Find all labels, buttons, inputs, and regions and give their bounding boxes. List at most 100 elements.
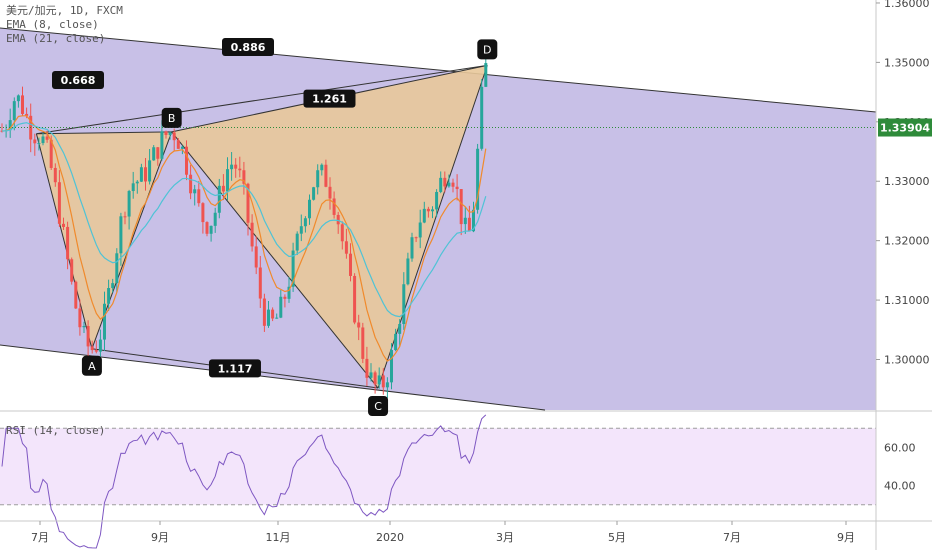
candle-body xyxy=(107,288,111,304)
candle-body xyxy=(164,131,168,135)
last-price-tag xyxy=(878,118,932,137)
candle-body xyxy=(230,164,234,170)
time-tick-label: 9月 xyxy=(837,531,855,544)
candle-body xyxy=(8,120,12,131)
candle-body xyxy=(66,226,70,260)
point-c-label: C xyxy=(374,400,382,413)
candle-body xyxy=(291,250,295,287)
candle-body xyxy=(262,298,266,326)
point-a-label: A xyxy=(88,360,96,373)
header-legend: 美元/加元, 1D, FXCM EMA (8, close) EMA (21, … xyxy=(6,4,123,46)
candle-body xyxy=(238,168,242,171)
symbol-title: 美元/加元, 1D, FXCM xyxy=(6,4,123,17)
candle-body xyxy=(25,113,29,116)
candle-body xyxy=(385,382,389,388)
time-tick-label: 9月 xyxy=(151,531,169,544)
candle-body xyxy=(103,303,106,340)
candle-body xyxy=(295,233,299,251)
ratio-label: 0.668 xyxy=(61,74,96,87)
candle-body xyxy=(49,139,53,168)
candle-body xyxy=(213,212,217,226)
ema21-legend: EMA (21, close) xyxy=(6,32,106,45)
candle-body xyxy=(180,146,184,149)
candle-body xyxy=(86,326,90,347)
time-tick-label: 7月 xyxy=(31,531,49,544)
candle-body xyxy=(160,131,164,159)
candle-body xyxy=(197,189,201,204)
ratio-label: 1.261 xyxy=(312,93,347,106)
candle-body xyxy=(484,63,488,87)
candle-body xyxy=(353,275,357,323)
ratio-badge xyxy=(303,89,356,108)
candle-body xyxy=(426,208,430,212)
point-a-label-bg xyxy=(81,355,102,376)
candle-body xyxy=(373,372,377,385)
price-pane xyxy=(0,27,877,411)
point-d-label-bg xyxy=(477,39,498,60)
point-d-label: D xyxy=(483,43,491,56)
candle-body xyxy=(344,241,348,254)
candle-body xyxy=(381,375,385,388)
point-b-label: B xyxy=(168,112,176,125)
candle-body xyxy=(127,191,131,217)
candle-body xyxy=(98,339,102,352)
candle-body xyxy=(168,132,172,135)
rsi-tick-label: 40.00 xyxy=(884,480,916,493)
candle-body xyxy=(336,214,340,225)
candle-body xyxy=(303,218,307,227)
candle-body xyxy=(139,167,143,182)
candle-body xyxy=(476,148,480,210)
price-tick-label: 1.30000 xyxy=(884,353,930,366)
candle-body xyxy=(205,222,209,234)
candle-body xyxy=(443,177,447,187)
candle-body xyxy=(369,372,373,378)
price-tick-label: 1.31000 xyxy=(884,294,930,307)
candle-body xyxy=(78,308,82,328)
time-tick-label: 5月 xyxy=(608,531,626,544)
price-tick-label: 1.35000 xyxy=(884,56,930,69)
candle-body xyxy=(148,160,152,182)
ema8-line xyxy=(1,115,487,362)
candle-body xyxy=(312,187,316,200)
candle-body xyxy=(201,203,205,223)
candle-body xyxy=(0,130,4,132)
candle-body xyxy=(340,224,344,242)
candle-body xyxy=(135,181,139,184)
candle-body xyxy=(209,225,213,234)
candle-body xyxy=(365,358,369,378)
candle-body xyxy=(308,199,311,219)
candle-body xyxy=(119,216,123,254)
point-b-label-bg xyxy=(161,107,182,128)
candle-body xyxy=(57,182,61,224)
leg-bc xyxy=(171,131,379,389)
candle-body xyxy=(349,253,352,276)
candle-body xyxy=(406,258,410,285)
candle-body xyxy=(394,333,398,351)
candle-body xyxy=(324,164,328,187)
ratio-badge xyxy=(222,38,274,56)
rsi-line xyxy=(1,414,487,549)
candle-body xyxy=(328,186,332,199)
candle-body xyxy=(410,237,414,259)
candle-body xyxy=(439,177,443,192)
candle-body xyxy=(41,136,45,144)
candle-body xyxy=(123,216,127,218)
leg-xd xyxy=(36,64,488,135)
candle-body xyxy=(455,186,459,190)
ratio-label: 1.117 xyxy=(218,362,253,375)
candle-body xyxy=(45,136,49,140)
candle-body xyxy=(90,346,94,351)
candle-body xyxy=(271,309,275,319)
candle-body xyxy=(267,309,270,326)
time-tick-label: 11月 xyxy=(266,531,291,544)
candle-body xyxy=(53,167,57,183)
candle-body xyxy=(258,267,262,299)
candle-body xyxy=(82,326,86,328)
candle-body xyxy=(287,286,291,299)
candle-body xyxy=(414,237,418,239)
candle-body xyxy=(463,217,467,225)
candle-body xyxy=(402,284,406,325)
candle-body xyxy=(246,183,250,223)
candle-body xyxy=(152,147,156,161)
